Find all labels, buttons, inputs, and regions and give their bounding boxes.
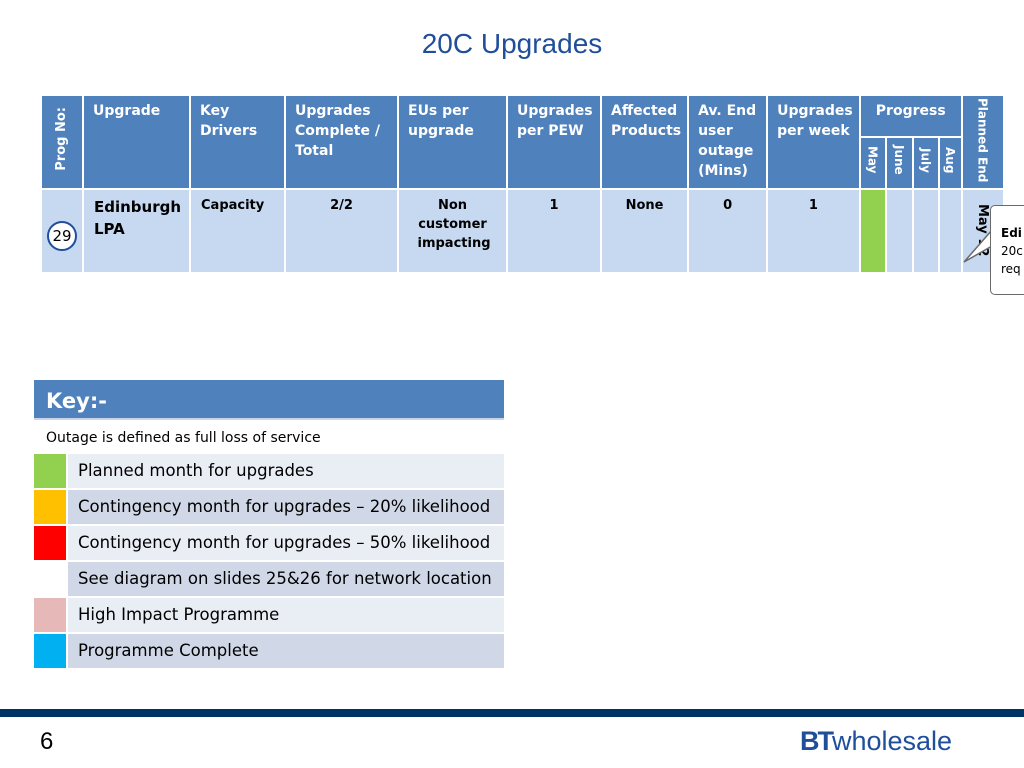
header-month-july: July [911, 136, 940, 191]
header-affected-products: Affected Products [599, 93, 690, 191]
key-item-high-impact: High Impact Programme [34, 598, 504, 632]
blank-swatch [34, 562, 66, 596]
footer-bar [0, 709, 1024, 717]
header-month-aug: Aug [937, 136, 963, 191]
key-item-complete: Programme Complete [34, 634, 504, 668]
key-item-label: Contingency month for upgrades – 50% lik… [68, 526, 504, 560]
key-item-label: High Impact Programme [68, 598, 504, 632]
table-row: 29 Edinburgh LPA Capacity 2/2 Non custom… [40, 188, 1005, 275]
key-item-label: Programme Complete [68, 634, 504, 668]
amber-swatch [34, 490, 66, 524]
av-end-user-outage-cell: 0 [687, 188, 769, 275]
page-number: 6 [40, 728, 54, 755]
header-eus-per-upgrade: EUs per upgrade [397, 93, 508, 191]
header-upgrade: Upgrade [82, 93, 191, 191]
header-prog-no: Prog No: [40, 93, 84, 191]
progress-may-planned [858, 188, 887, 275]
header-upgrades-complete: Upgrades Complete / Total [284, 93, 399, 191]
callout-line-2: 20c [1001, 244, 1023, 258]
pink-swatch [34, 598, 66, 632]
blue-swatch [34, 634, 66, 668]
header-upgrades-per-pew: Upgrades per PEW [506, 93, 602, 191]
bt-wholesale-logo: BTwholesale [800, 726, 953, 756]
header-month-may: May [858, 136, 887, 191]
header-av-end-user-outage: Av. End user outage (Mins) [687, 93, 769, 191]
header-key-drivers: Key Drivers [189, 93, 286, 191]
progress-june [884, 188, 914, 275]
key-item-diagram: See diagram on slides 25&26 for network … [34, 562, 504, 596]
key-item-label: Planned month for upgrades [68, 454, 504, 488]
callout-box: Edi 20c req [990, 205, 1024, 295]
progress-july [911, 188, 940, 275]
affected-products-cell: None [599, 188, 690, 275]
prog-no-badge: 29 [47, 221, 77, 252]
upgrades-per-pew-cell: 1 [506, 188, 602, 275]
red-swatch [34, 526, 66, 560]
upgrade-cell: Edinburgh LPA [82, 188, 191, 275]
upgrades-complete-cell: 2/2 [284, 188, 399, 275]
key-item-planned: Planned month for upgrades [34, 454, 504, 488]
header-planned-end: Planned End [960, 93, 1005, 191]
progress-aug [937, 188, 963, 275]
key-item-contingency-50: Contingency month for upgrades – 50% lik… [34, 526, 504, 560]
header-progress: Progress [858, 93, 963, 139]
upgrades-per-week-cell: 1 [766, 188, 861, 275]
key-legend: Key:- Outage is defined as full loss of … [34, 380, 504, 670]
upgrades-table: Prog No: Upgrade Key Drivers Upgrades Co… [40, 93, 1005, 275]
key-title: Key:- [34, 380, 504, 420]
green-swatch [34, 454, 66, 488]
header-month-june: June [884, 136, 914, 191]
eus-per-upgrade-cell: Non customer impacting [397, 188, 508, 275]
prog-no-cell: 29 [40, 188, 84, 275]
key-drivers-cell: Capacity [189, 188, 286, 275]
key-item-label: See diagram on slides 25&26 for network … [68, 562, 504, 596]
key-item-label: Contingency month for upgrades – 20% lik… [68, 490, 504, 524]
callout-line-1: Edi [1001, 226, 1022, 240]
header-upgrades-per-week: Upgrades per week [766, 93, 861, 191]
callout-line-3: req [1001, 262, 1021, 276]
key-item-contingency-20: Contingency month for upgrades – 20% lik… [34, 490, 504, 524]
key-definition: Outage is defined as full loss of servic… [46, 430, 321, 446]
slide-title: 20C Upgrades [421, 28, 603, 59]
